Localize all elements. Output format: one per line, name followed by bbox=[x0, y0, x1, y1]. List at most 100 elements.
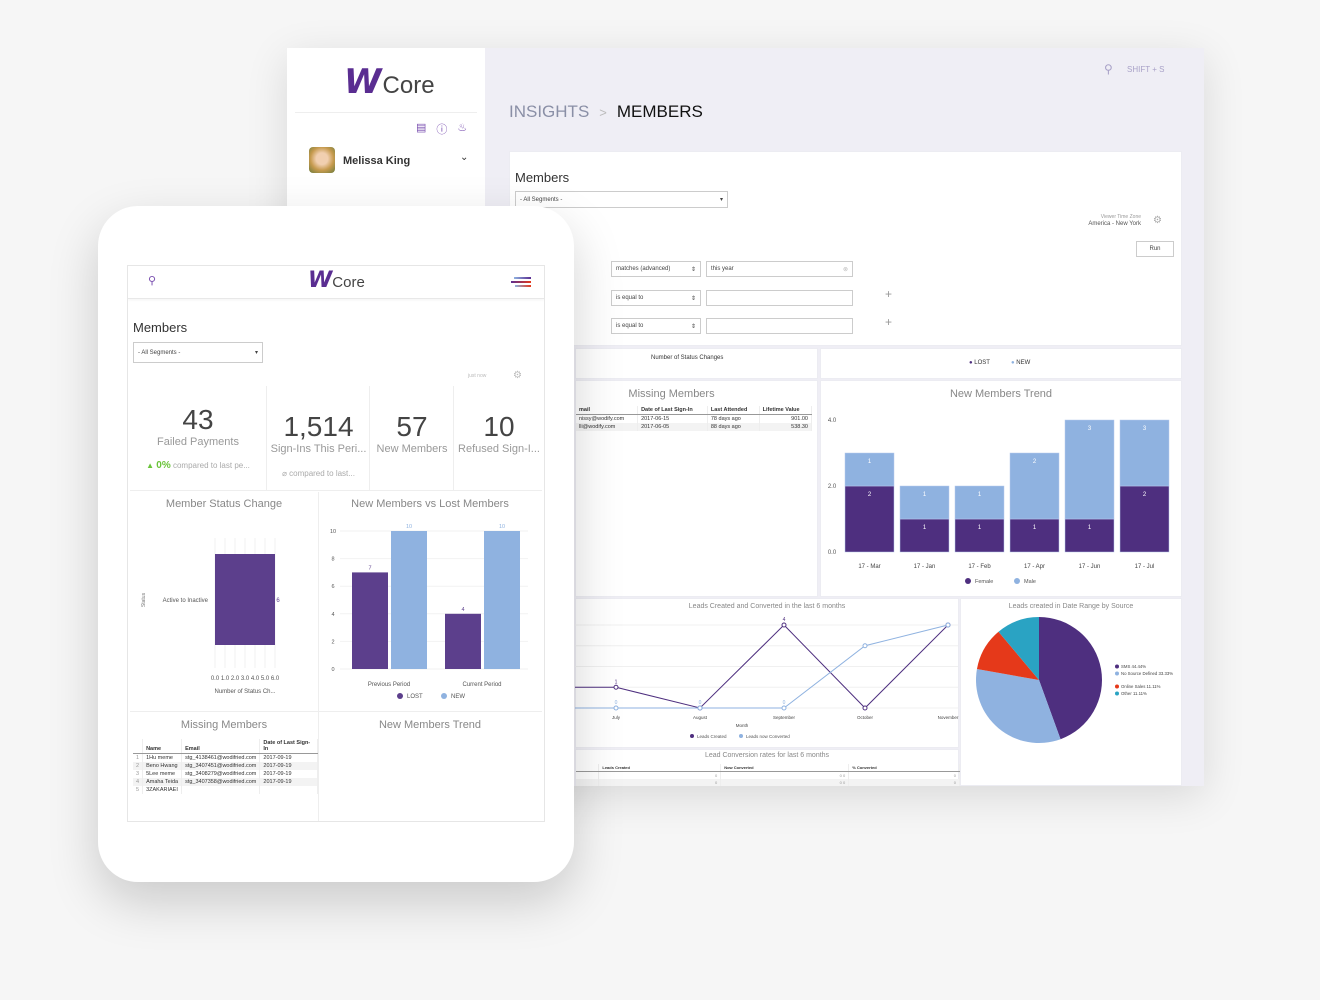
column-header[interactable]: Date of Last Sign-In bbox=[259, 739, 318, 754]
kpi-value: 1,514 bbox=[283, 411, 354, 442]
add-filter-button[interactable]: + bbox=[885, 315, 893, 329]
menu-icon[interactable] bbox=[511, 277, 531, 287]
bar-lost[interactable] bbox=[352, 572, 388, 669]
data-point[interactable] bbox=[781, 622, 787, 628]
add-filter-button[interactable]: + bbox=[885, 287, 893, 301]
search-icon[interactable]: ⚲ bbox=[1104, 62, 1113, 76]
legend-label: Other 11.11% bbox=[1121, 691, 1147, 696]
column-header[interactable]: Leads Created bbox=[598, 764, 722, 772]
column-header[interactable]: Name bbox=[142, 739, 183, 754]
data-point[interactable] bbox=[862, 643, 868, 649]
data-point[interactable] bbox=[697, 705, 703, 711]
bar-male[interactable] bbox=[1119, 419, 1170, 487]
bar-lost[interactable] bbox=[445, 613, 481, 669]
table-row[interactable]: 3 5Lee meme stg_3408279@wodifried.com 2017-… bbox=[133, 770, 318, 778]
legend-label: No Source Defined 33.33% bbox=[1121, 671, 1173, 676]
table-row[interactable]: nissy@wodify.com 2017-06-15 78 days ago 901… bbox=[576, 414, 813, 423]
clipboard-icon[interactable]: ▤ bbox=[416, 122, 427, 134]
table-row[interactable]: 2 Beno Hwang stg_3407451@wodifried.com 2017… bbox=[133, 762, 318, 770]
gear-icon[interactable]: ⚙ bbox=[1153, 215, 1162, 226]
column-header[interactable]: mail bbox=[576, 406, 639, 415]
filter-operator-select[interactable]: is equal to ⇕ bbox=[611, 290, 701, 306]
bar-female[interactable] bbox=[954, 518, 1005, 553]
bell-icon[interactable]: ♨ bbox=[457, 122, 468, 134]
kpi-failed-payments[interactable]: 43 Failed Payments ▲ 0% compared to last… bbox=[130, 386, 267, 490]
column-header[interactable]: Email bbox=[181, 739, 261, 754]
clear-icon[interactable]: ⊗ bbox=[842, 266, 848, 273]
column-header[interactable]: Lifetime Value bbox=[759, 406, 813, 415]
bar-new[interactable] bbox=[391, 531, 427, 669]
gear-icon[interactable]: ⚙ bbox=[513, 370, 522, 381]
search-icon[interactable]: ⚲ bbox=[148, 275, 157, 287]
logo[interactable]: W Core bbox=[308, 268, 365, 293]
breadcrumb-members: MEMBERS bbox=[616, 102, 703, 121]
kpi-refused-sign-ins[interactable]: 10 Refused Sign-I... bbox=[455, 386, 543, 490]
filter-value-input[interactable] bbox=[706, 318, 853, 334]
kpi-sign-ins[interactable]: 1,514 Sign-Ins This Peri... ⌀ compared t… bbox=[268, 386, 370, 490]
bar[interactable] bbox=[215, 554, 275, 645]
bar-female[interactable] bbox=[844, 485, 895, 553]
bar-female[interactable] bbox=[899, 518, 950, 553]
legend-marker bbox=[1115, 691, 1119, 696]
legend-label: Online Sales 11.11% bbox=[1121, 684, 1161, 689]
user-name[interactable]: Melissa King bbox=[343, 155, 411, 167]
y-tick-label: 6 bbox=[331, 584, 334, 590]
x-axis-label: Number of Status Ch... bbox=[214, 689, 275, 695]
table-cell: 5Lee meme bbox=[142, 770, 183, 778]
breadcrumb-insights[interactable]: INSIGHTS bbox=[509, 102, 590, 121]
kpi-new-members[interactable]: 57 New Members bbox=[371, 386, 454, 490]
data-label: 1 bbox=[923, 492, 927, 498]
table-row[interactable]: 4 Amaha Teida stg_3407358@wodifried.com 201… bbox=[133, 778, 318, 786]
bar-female[interactable] bbox=[1119, 485, 1170, 553]
data-label: 1 bbox=[868, 459, 872, 465]
column-header[interactable]: Date of Last Sign-In bbox=[637, 406, 708, 415]
x-tick-label: 5.0 bbox=[261, 676, 270, 682]
bar-female[interactable] bbox=[1009, 518, 1060, 553]
filter-value-input[interactable]: this year ⊗ bbox=[706, 261, 853, 277]
bar-male[interactable] bbox=[1009, 452, 1060, 520]
table-cell bbox=[259, 786, 318, 794]
bar-male[interactable] bbox=[1064, 419, 1115, 520]
bar-male[interactable] bbox=[844, 452, 895, 487]
run-button[interactable]: Run bbox=[1136, 241, 1174, 257]
pie-slice[interactable] bbox=[1039, 617, 1102, 740]
column-header[interactable]: % Converted bbox=[848, 764, 960, 772]
segment-select[interactable]: - All Segments - ▾ bbox=[515, 191, 728, 208]
data-point[interactable] bbox=[613, 705, 619, 711]
filter-operator-select[interactable]: is equal to ⇕ bbox=[611, 318, 701, 334]
pie-slice[interactable] bbox=[975, 669, 1061, 743]
bar-new[interactable] bbox=[484, 531, 520, 669]
logo-text: Core bbox=[332, 274, 365, 291]
data-point[interactable] bbox=[945, 622, 951, 628]
bar-male[interactable] bbox=[899, 485, 950, 520]
logo[interactable]: W Core bbox=[344, 62, 435, 102]
table-cell: 0 bbox=[848, 771, 960, 779]
y-tick-label: 4 bbox=[331, 612, 334, 618]
timezone[interactable]: Viewer Time Zone America - New York bbox=[1040, 214, 1141, 228]
table-row[interactable]: 5 3ZAKARIAEI bbox=[133, 786, 318, 794]
y-tick-label: 0.0 bbox=[828, 550, 837, 556]
table-row[interactable]: lli@wodify.com 2017-06-05 88 days ago 538.3… bbox=[576, 423, 813, 431]
help-icon[interactable]: ⓘ bbox=[436, 124, 448, 136]
x-tick-label: 17 - Jun bbox=[1079, 564, 1101, 570]
filter-value-input[interactable] bbox=[706, 290, 853, 306]
column-header[interactable]: Last Attended bbox=[707, 406, 760, 415]
column-header[interactable]: Now Converted bbox=[720, 764, 850, 772]
data-label: 2 bbox=[1143, 492, 1147, 498]
filter-operator: is equal to bbox=[616, 323, 644, 329]
table-row[interactable]: 1 1Hu meme stg_4138461@wodifried.com 2017-0… bbox=[133, 753, 318, 762]
pie-slice[interactable] bbox=[976, 631, 1039, 680]
table-cell: 1 bbox=[133, 753, 144, 762]
table-cell: stg_3408279@wodifried.com bbox=[181, 770, 261, 778]
bar-male[interactable] bbox=[954, 485, 1005, 520]
avatar[interactable] bbox=[309, 147, 335, 173]
table-cell: 3ZAKARIAEI bbox=[142, 786, 183, 794]
segment-select[interactable]: - All Segments - ▾ bbox=[133, 342, 263, 363]
filter-operator-select[interactable]: matches (advanced) ⇕ bbox=[611, 261, 701, 277]
pie-slice[interactable] bbox=[998, 617, 1039, 680]
data-point[interactable] bbox=[781, 705, 787, 711]
bar-female[interactable] bbox=[1064, 518, 1115, 553]
data-point[interactable] bbox=[862, 705, 868, 711]
chevron-down-icon[interactable]: ⌄ bbox=[460, 152, 469, 163]
data-point[interactable] bbox=[613, 684, 619, 690]
